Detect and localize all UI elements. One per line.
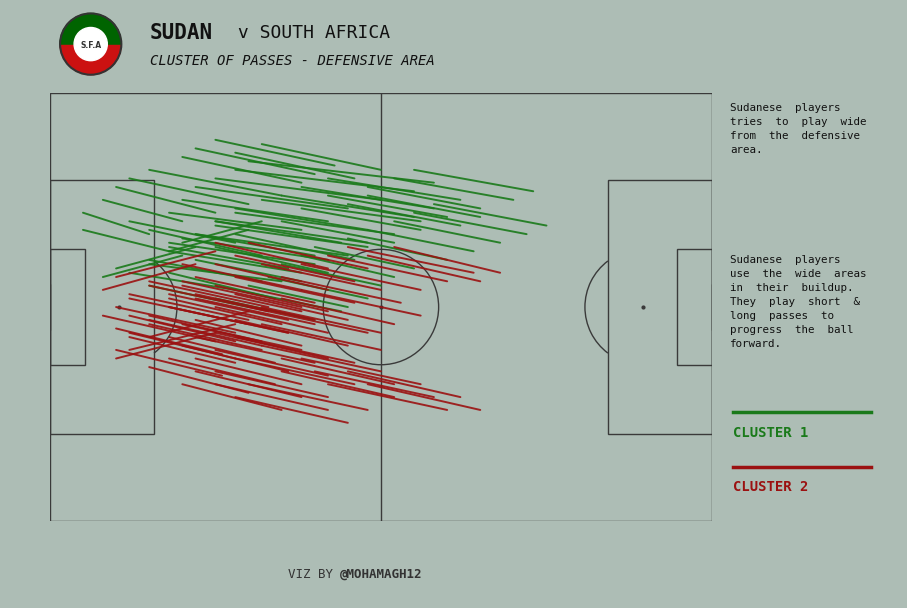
Text: CLUSTER 2: CLUSTER 2 [733,480,808,494]
Wedge shape [60,13,122,44]
Text: VIZ BY: VIZ BY [288,568,340,581]
Bar [50,249,84,365]
Circle shape [60,13,122,75]
Circle shape [74,27,107,61]
Text: Sudanese  players
use  the  wide  areas
in  their  buildup.
They  play  short  &: Sudanese players use the wide areas in t… [730,255,866,350]
Text: @MOHAMAGH12: @MOHAMAGH12 [340,568,423,581]
Bar [50,180,154,434]
Text: SUDAN: SUDAN [150,24,213,43]
Text: CLUSTER OF PASSES - DEFENSIVE AREA: CLUSTER OF PASSES - DEFENSIVE AREA [150,54,434,68]
Text: S.F.A: S.F.A [80,41,102,50]
Text: v SOUTH AFRICA: v SOUTH AFRICA [227,24,390,43]
Wedge shape [60,44,122,75]
Text: CLUSTER 1: CLUSTER 1 [733,426,808,440]
Bar [678,249,712,365]
Text: Sudanese  players
tries  to  play  wide
from  the  defensive
area.: Sudanese players tries to play wide from… [730,103,866,156]
Bar [34,284,50,330]
Bar [712,284,727,330]
Bar [608,180,712,434]
